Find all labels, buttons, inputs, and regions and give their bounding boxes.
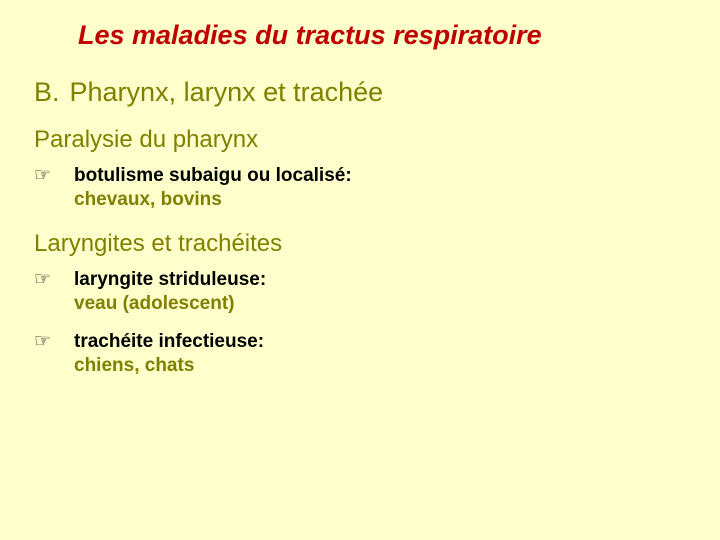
list-item: ☞ botulisme subaigu ou localisé: chevaux… bbox=[34, 164, 692, 212]
group-heading: Laryngites et trachéites bbox=[34, 230, 692, 258]
list-item: ☞ laryngite striduleuse: veau (adolescen… bbox=[34, 268, 692, 316]
list-item-body: laryngite striduleuse: veau (adolescent) bbox=[74, 268, 692, 316]
pointing-hand-icon: ☞ bbox=[34, 330, 74, 354]
pointing-hand-icon: ☞ bbox=[34, 164, 74, 188]
list-item-body: trachéite infectieuse: chiens, chats bbox=[74, 330, 692, 378]
item-title: trachéite infectieuse: bbox=[74, 330, 692, 354]
item-subtitle: veau (adolescent) bbox=[74, 292, 692, 316]
section-heading: B. Pharynx, larynx et trachée bbox=[34, 77, 692, 108]
group-heading: Paralysie du pharynx bbox=[34, 126, 692, 154]
section-label: Pharynx, larynx et trachée bbox=[70, 77, 384, 107]
item-subtitle: chevaux, bovins bbox=[74, 188, 692, 212]
list-item: ☞ trachéite infectieuse: chiens, chats bbox=[34, 330, 692, 378]
section-letter: B. bbox=[34, 77, 60, 108]
item-title: laryngite striduleuse: bbox=[74, 268, 692, 292]
pointing-hand-icon: ☞ bbox=[34, 268, 74, 292]
slide-title: Les maladies du tractus respiratoire bbox=[78, 20, 692, 51]
list-item-body: botulisme subaigu ou localisé: chevaux, … bbox=[74, 164, 692, 212]
item-title: botulisme subaigu ou localisé: bbox=[74, 164, 692, 188]
item-subtitle: chiens, chats bbox=[74, 354, 692, 378]
